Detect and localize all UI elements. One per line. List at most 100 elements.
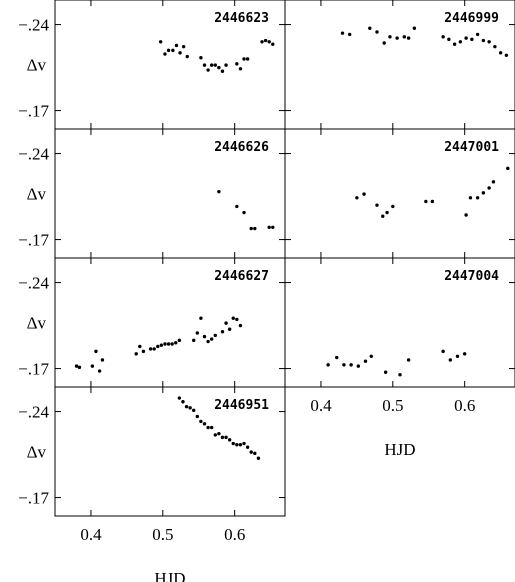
data-point xyxy=(498,51,503,55)
data-point xyxy=(206,68,210,72)
data-point xyxy=(493,44,497,49)
data-point xyxy=(475,196,480,200)
y-axis-label: Δv xyxy=(27,314,47,333)
data-point xyxy=(217,65,221,70)
data-point xyxy=(74,364,79,368)
data-point xyxy=(242,210,246,215)
data-point xyxy=(192,338,196,343)
panel-label: 2446999 xyxy=(444,11,499,26)
x-tick-label: 0.4 xyxy=(80,525,102,544)
data-point xyxy=(220,69,225,73)
data-point xyxy=(468,196,473,200)
data-point xyxy=(209,63,214,67)
data-point xyxy=(382,41,386,45)
x-tick-label: 0.5 xyxy=(382,396,403,415)
data-point xyxy=(249,226,253,231)
data-point xyxy=(235,204,239,209)
data-point xyxy=(368,26,372,30)
x-tick-label: 0.4 xyxy=(310,396,332,415)
data-point xyxy=(235,443,239,447)
data-point xyxy=(235,317,239,322)
data-point xyxy=(188,406,192,410)
data-point xyxy=(184,404,189,409)
data-point xyxy=(458,40,463,44)
data-point xyxy=(213,333,217,338)
data-point xyxy=(224,435,228,440)
panel-label: 2446623 xyxy=(214,11,269,26)
data-point xyxy=(475,32,480,37)
data-point xyxy=(209,425,214,430)
data-point xyxy=(174,43,179,48)
data-point xyxy=(462,352,467,356)
data-point xyxy=(231,441,235,446)
panel-label: 2446627 xyxy=(214,269,269,284)
data-point xyxy=(138,344,142,349)
data-point xyxy=(481,38,486,43)
data-point xyxy=(245,445,250,449)
data-point xyxy=(100,358,105,362)
data-point xyxy=(227,327,232,331)
data-point xyxy=(192,408,196,413)
panel-label: 2447004 xyxy=(444,269,499,284)
data-point xyxy=(271,225,275,229)
data-point xyxy=(224,63,228,67)
data-point xyxy=(491,180,496,184)
data-point xyxy=(134,352,138,356)
data-point xyxy=(171,48,175,53)
data-point xyxy=(271,42,275,46)
data-point xyxy=(363,359,368,363)
data-point xyxy=(245,57,250,61)
data-point xyxy=(340,31,345,35)
data-point xyxy=(141,349,146,354)
y-tick-label: −.17 xyxy=(18,102,49,121)
data-point xyxy=(395,36,399,40)
panel-2446999: 2446999 xyxy=(284,0,515,130)
data-point xyxy=(506,166,510,171)
y-axis-label: Δv xyxy=(27,443,47,462)
data-point xyxy=(213,63,217,67)
y-tick-label: −.17 xyxy=(18,360,49,379)
data-point xyxy=(159,343,164,347)
x-axis-label: HJD xyxy=(384,440,415,459)
data-point xyxy=(342,363,346,367)
data-point xyxy=(158,40,163,44)
panel-2446626: −.24 −.17 Δv 2446626 xyxy=(18,128,286,259)
data-point xyxy=(170,342,174,346)
x-tick-label: 0.5 xyxy=(152,525,173,544)
data-point xyxy=(267,40,271,44)
data-point xyxy=(267,225,271,229)
data-point xyxy=(90,364,95,368)
data-point xyxy=(256,456,261,460)
data-point xyxy=(504,53,509,57)
data-point xyxy=(217,431,221,436)
data-point xyxy=(447,37,451,42)
data-point xyxy=(356,364,361,368)
x-axis-label: HJD xyxy=(154,569,185,582)
data-point xyxy=(238,67,243,71)
data-point xyxy=(369,354,373,358)
panel-2446951: −.24 −.17 Δv 0.4 0.5 0.6 HJD 2446951 xyxy=(18,386,286,582)
data-point xyxy=(242,441,246,446)
data-point xyxy=(156,344,160,349)
y-tick-label: −.24 xyxy=(18,16,49,35)
data-point xyxy=(199,56,203,60)
data-point xyxy=(326,363,330,367)
data-point xyxy=(355,196,359,200)
data-point xyxy=(375,30,379,34)
panel-label: 2446626 xyxy=(214,140,269,155)
data-point xyxy=(487,40,491,44)
data-point xyxy=(94,349,98,354)
data-point xyxy=(209,337,214,341)
data-point xyxy=(202,63,207,67)
panel-label: 2446951 xyxy=(214,398,269,413)
data-point xyxy=(181,44,186,49)
data-point xyxy=(199,316,203,320)
y-tick-label: −.17 xyxy=(18,489,49,508)
data-point xyxy=(195,331,200,335)
panel-2447001: 2447001 xyxy=(284,128,515,259)
data-point xyxy=(185,54,189,59)
data-point xyxy=(249,450,253,454)
data-point xyxy=(430,199,435,204)
data-point xyxy=(375,203,379,207)
data-point xyxy=(452,42,457,46)
